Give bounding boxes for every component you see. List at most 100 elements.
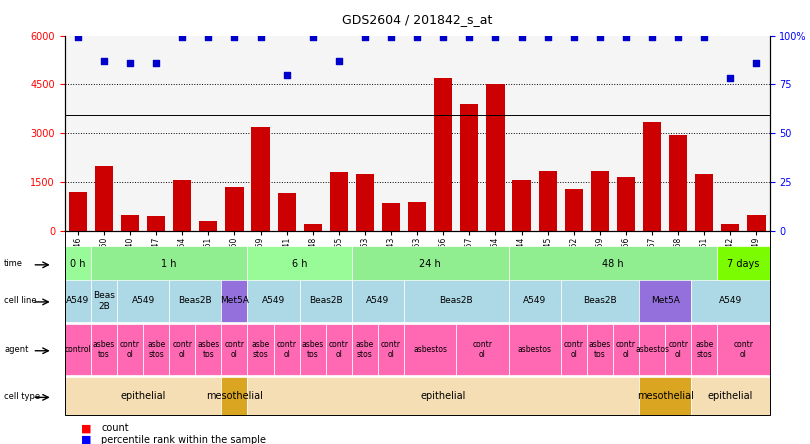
- Text: ■: ■: [81, 435, 92, 444]
- Point: [594, 34, 607, 41]
- Point: [620, 34, 633, 41]
- Point: [71, 34, 84, 41]
- Bar: [304, 224, 322, 231]
- Text: asbes
tos: asbes tos: [93, 340, 115, 359]
- Text: A549: A549: [523, 296, 546, 305]
- Text: asbes
tos: asbes tos: [589, 340, 611, 359]
- Text: A549: A549: [366, 296, 390, 305]
- Bar: [748, 214, 765, 231]
- Point: [228, 34, 241, 41]
- Point: [385, 34, 398, 41]
- Bar: [513, 180, 531, 231]
- Point: [332, 57, 345, 64]
- Bar: [173, 180, 191, 231]
- Bar: [147, 216, 165, 231]
- Text: 1 h: 1 h: [161, 259, 177, 269]
- Text: asbestos: asbestos: [413, 345, 447, 354]
- Bar: [251, 127, 270, 231]
- Bar: [408, 202, 426, 231]
- Bar: [695, 174, 714, 231]
- Text: A549: A549: [262, 296, 285, 305]
- Bar: [356, 174, 374, 231]
- Bar: [121, 214, 139, 231]
- Text: percentile rank within the sample: percentile rank within the sample: [101, 435, 266, 444]
- Point: [671, 34, 684, 41]
- Text: asbes
tos: asbes tos: [197, 340, 220, 359]
- Text: control: control: [65, 345, 92, 354]
- Text: cell line: cell line: [4, 296, 36, 305]
- Text: mesothelial: mesothelial: [206, 391, 263, 401]
- Text: ■: ■: [81, 424, 92, 433]
- Bar: [669, 135, 687, 231]
- Point: [280, 71, 293, 78]
- Bar: [225, 187, 244, 231]
- Bar: [434, 78, 452, 231]
- Text: 7 days: 7 days: [727, 259, 760, 269]
- Point: [97, 57, 110, 64]
- Point: [646, 34, 659, 41]
- Text: contr
ol: contr ol: [381, 340, 401, 359]
- Text: contr
ol: contr ol: [472, 340, 492, 359]
- Text: asbe
stos: asbe stos: [251, 340, 270, 359]
- Text: count: count: [101, 424, 129, 433]
- Text: A549: A549: [131, 296, 155, 305]
- Point: [254, 34, 267, 41]
- Text: agent: agent: [4, 345, 28, 354]
- Text: Beas2B: Beas2B: [583, 296, 616, 305]
- Text: asbestos: asbestos: [635, 345, 669, 354]
- Point: [306, 34, 319, 41]
- Text: mesothelial: mesothelial: [637, 391, 693, 401]
- Point: [176, 34, 189, 41]
- Text: Met5A: Met5A: [650, 296, 680, 305]
- Point: [541, 34, 554, 41]
- Text: Met5A: Met5A: [220, 296, 249, 305]
- Text: contr
ol: contr ol: [173, 340, 192, 359]
- Bar: [539, 170, 556, 231]
- Text: Beas2B: Beas2B: [178, 296, 212, 305]
- Text: contr
ol: contr ol: [120, 340, 140, 359]
- Bar: [590, 170, 609, 231]
- Point: [750, 59, 763, 67]
- Text: A549: A549: [718, 296, 742, 305]
- Bar: [382, 203, 400, 231]
- Point: [124, 59, 137, 67]
- Text: 6 h: 6 h: [292, 259, 308, 269]
- Text: asbe
stos: asbe stos: [695, 340, 714, 359]
- Text: cell type: cell type: [4, 392, 40, 401]
- Point: [150, 59, 163, 67]
- Point: [724, 75, 737, 82]
- Text: asbestos: asbestos: [518, 345, 552, 354]
- Bar: [721, 224, 740, 231]
- Bar: [460, 104, 479, 231]
- Text: contr
ol: contr ol: [224, 340, 245, 359]
- Bar: [95, 166, 113, 231]
- Bar: [617, 177, 635, 231]
- Text: epithelial: epithelial: [708, 391, 753, 401]
- Bar: [199, 221, 217, 231]
- Text: 0 h: 0 h: [70, 259, 86, 269]
- Point: [567, 34, 580, 41]
- Point: [202, 34, 215, 41]
- Text: Beas2B: Beas2B: [440, 296, 473, 305]
- Text: GDS2604 / 201842_s_at: GDS2604 / 201842_s_at: [342, 13, 492, 26]
- Point: [697, 34, 710, 41]
- Bar: [643, 122, 661, 231]
- Text: Beas
2B: Beas 2B: [93, 291, 115, 310]
- Bar: [486, 84, 505, 231]
- Text: A549: A549: [66, 296, 89, 305]
- Text: contr
ol: contr ol: [668, 340, 688, 359]
- Point: [437, 34, 450, 41]
- Text: epithelial: epithelial: [121, 391, 166, 401]
- Text: asbes
tos: asbes tos: [301, 340, 324, 359]
- Bar: [565, 189, 583, 231]
- Text: Beas2B: Beas2B: [309, 296, 343, 305]
- Point: [463, 34, 475, 41]
- Text: contr
ol: contr ol: [564, 340, 584, 359]
- Point: [489, 34, 502, 41]
- Text: epithelial: epithelial: [420, 391, 466, 401]
- Text: contr
ol: contr ol: [277, 340, 296, 359]
- Text: asbe
stos: asbe stos: [356, 340, 374, 359]
- Bar: [278, 194, 296, 231]
- Text: asbe
stos: asbe stos: [147, 340, 165, 359]
- Point: [515, 34, 528, 41]
